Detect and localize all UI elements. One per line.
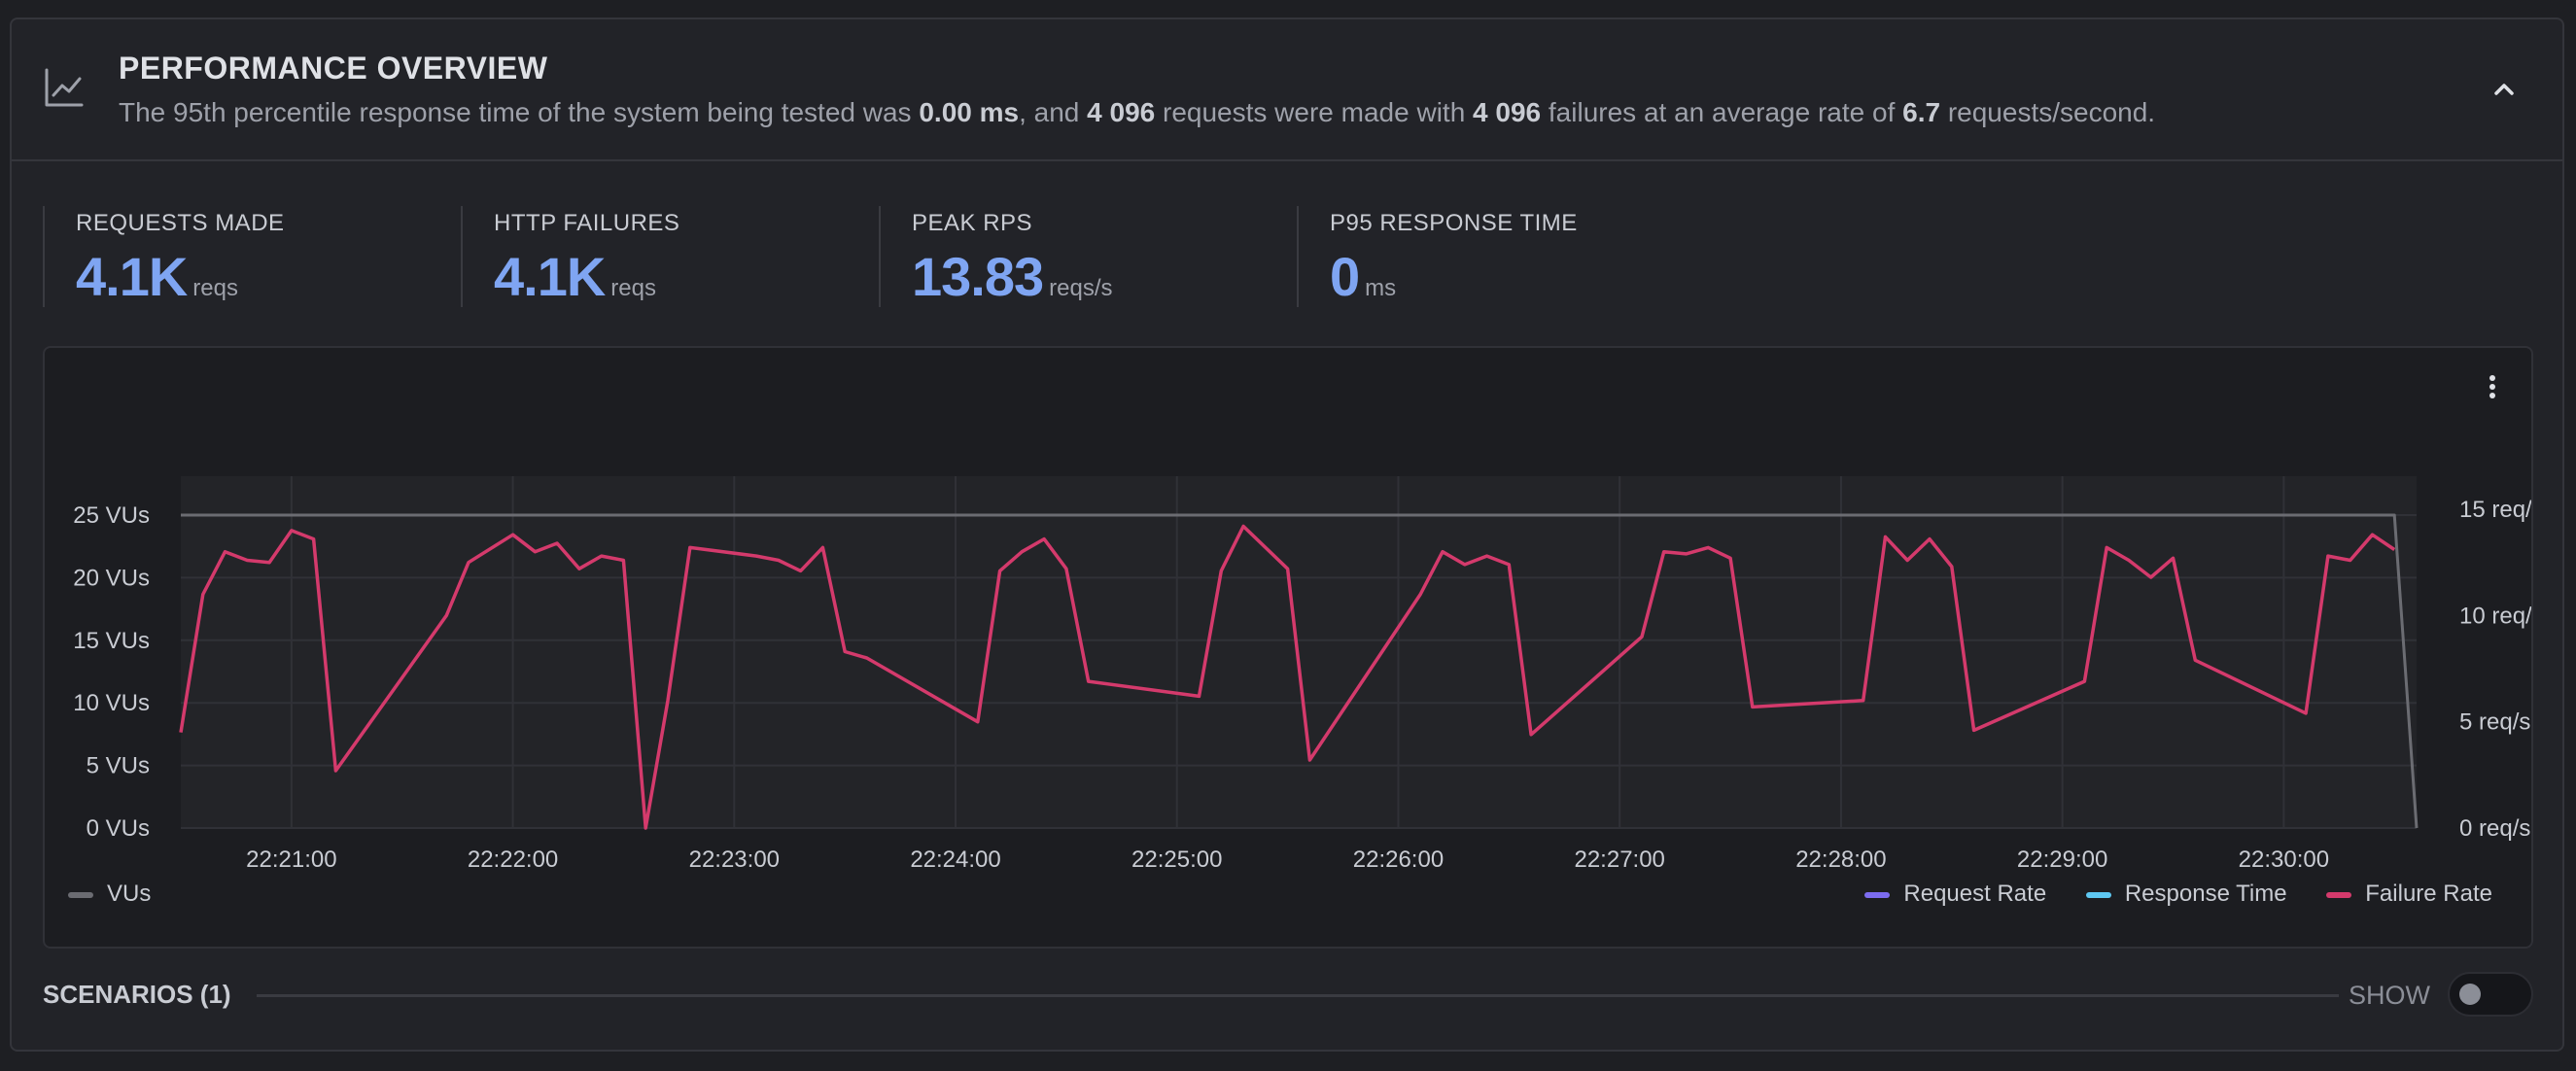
x-tick-label: 22:27:00 <box>1574 846 1664 873</box>
chart-card: 22:21:00 22:22:00 22:23:00 22:24:00 22:25:00… <box>43 346 2533 949</box>
legend-swatch <box>1864 891 1891 898</box>
y-right-tick-label: 0 req/s <box>2459 815 2530 842</box>
performance-chart: 22:21:00 22:22:00 22:23:00 22:24:00 22:25:00… <box>73 476 2531 873</box>
stat-unit: ms <box>1365 275 1397 301</box>
stat-value: 13.83 <box>912 246 1044 307</box>
legend-swatch <box>2326 891 2352 898</box>
summary-failures: 4 096 <box>1473 97 1542 127</box>
legend-request-rate[interactable]: Request Rate <box>1864 881 2046 908</box>
legend-label: Request Rate <box>1903 881 2047 907</box>
divider <box>257 994 2339 997</box>
x-tick-label: 22:29:00 <box>2017 846 2107 873</box>
y-left-tick-label: 10 VUs <box>73 690 150 716</box>
legend-failure-rate[interactable]: Failure Rate <box>2326 881 2492 908</box>
x-tick-label: 22:21:00 <box>246 846 336 873</box>
stat-label: P95 RESPONSE TIME <box>1330 210 1578 236</box>
panel-summary: The 95th percentile response time of the… <box>119 97 2156 127</box>
summary-p95: 0.00 ms <box>919 97 1020 127</box>
y-left-tick-label: 15 VUs <box>73 628 150 654</box>
x-tick-label: 22:30:00 <box>2239 846 2329 873</box>
x-tick-label: 22:22:00 <box>468 846 558 873</box>
y-right-tick-label: 5 req/s <box>2459 709 2530 736</box>
x-tick-label: 22:24:00 <box>910 846 1000 873</box>
stat-unit: reqs/s <box>1049 275 1113 301</box>
summary-requests: 4 096 <box>1087 97 1156 127</box>
stat-value: 4.1K <box>76 246 188 307</box>
y-left-tick-label: 25 VUs <box>73 502 150 529</box>
y-right-tick-label: 15 req/s <box>2459 497 2531 523</box>
scenarios-section: SCENARIOS (1) SHOW <box>43 972 2533 1020</box>
stat-value: 4.1K <box>494 246 606 307</box>
kebab-menu-icon[interactable] <box>2483 367 2502 406</box>
series-line-vus <box>181 513 2419 829</box>
stat-peak-rps: PEAK RPS 13.83 reqs/s <box>879 206 1287 307</box>
line-chart-icon <box>45 68 84 107</box>
stat-unit: reqs <box>610 275 656 301</box>
legend-metrics: Request Rate Response Time Failure Rate <box>1831 881 2492 908</box>
stat-p95-response-time: P95 RESPONSE TIME 0 ms <box>1297 206 1705 307</box>
x-tick-label: 22:25:00 <box>1131 846 1222 873</box>
show-label: SHOW <box>2349 981 2430 1010</box>
y-left-tick-label: 5 VUs <box>87 753 150 779</box>
stat-unit: reqs <box>192 275 238 301</box>
panel-title: PERFORMANCE OVERVIEW <box>119 51 548 86</box>
stat-http-failures: HTTP FAILURES 4.1K reqs <box>461 206 869 307</box>
panel-header: PERFORMANCE OVERVIEW The 95th percentile… <box>12 19 2562 161</box>
x-tick-label: 22:23:00 <box>689 846 780 873</box>
legend-label: Response Time <box>2124 881 2287 907</box>
stat-value: 0 <box>1330 246 1360 307</box>
legend-label: Failure Rate <box>2365 881 2492 907</box>
stat-label: HTTP FAILURES <box>494 210 680 236</box>
y-left-tick-label: 0 VUs <box>87 815 150 842</box>
series-line-failure-rate <box>179 524 2396 830</box>
y-right-tick-label: 10 req/s <box>2459 603 2531 629</box>
performance-overview-panel: PERFORMANCE OVERVIEW The 95th percentile… <box>10 17 2564 1052</box>
scenarios-label[interactable]: SCENARIOS (1) <box>43 980 231 1009</box>
legend-swatch <box>2085 891 2111 898</box>
legend-swatch <box>68 891 93 898</box>
toggle-knob <box>2459 984 2481 1005</box>
chevron-up-icon[interactable] <box>2485 70 2524 109</box>
y-left-tick-label: 20 VUs <box>73 565 150 591</box>
x-tick-label: 22:28:00 <box>1795 846 1886 873</box>
summary-rate: 6.7 <box>1902 97 1941 127</box>
legend-vus: VUs <box>68 881 151 908</box>
legend-label: VUs <box>107 881 152 907</box>
stat-label: REQUESTS MADE <box>76 210 285 236</box>
legend-response-time[interactable]: Response Time <box>2085 881 2287 908</box>
x-tick-label: 22:26:00 <box>1353 846 1444 873</box>
stat-label: PEAK RPS <box>912 210 1033 236</box>
stat-requests-made: REQUESTS MADE 4.1K reqs <box>43 206 451 307</box>
show-toggle[interactable] <box>2448 972 2533 1017</box>
